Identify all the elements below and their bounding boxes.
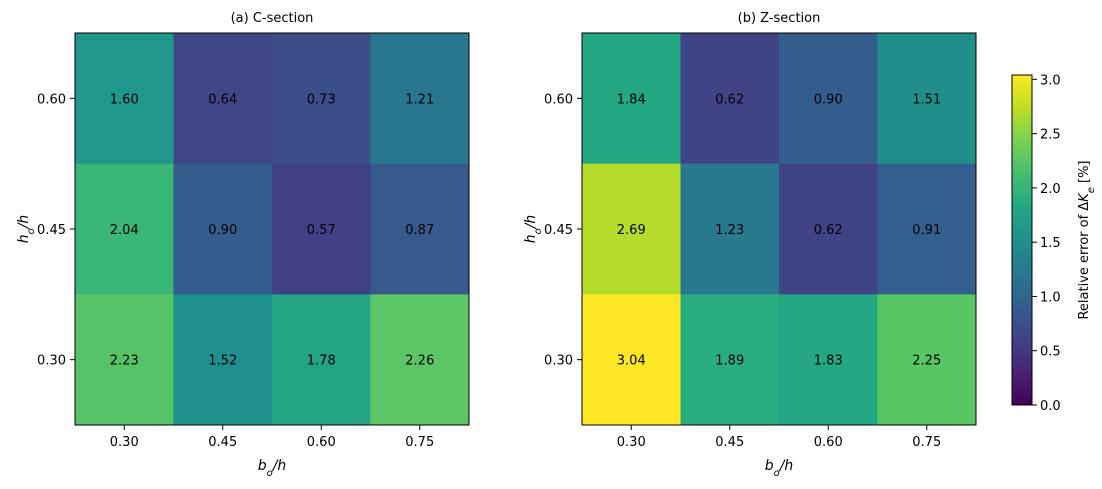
heatmap-cell (370, 163, 470, 295)
y-tick-label: 0.60 (37, 92, 66, 107)
x-tick-label: 0.30 (110, 435, 139, 450)
heatmap-cell (680, 33, 780, 165)
heatmap-cell (75, 33, 174, 165)
colorbar-tick-label: 1.5 (1040, 236, 1061, 251)
heatmap-cell (272, 163, 371, 295)
heatmap-cell (582, 294, 681, 426)
heatmap-cell (272, 33, 371, 165)
colorbar-gradient (1011, 74, 1033, 406)
cell-value-label: 0.57 (307, 223, 336, 238)
cell-value-label: 0.73 (307, 92, 336, 107)
heatmap-cell (877, 33, 977, 165)
panel-title: (a) C-section (231, 11, 314, 26)
cell-value-label: 1.52 (208, 354, 237, 369)
y-tick-label: 0.45 (544, 223, 573, 238)
panel-title: (b) Z-section (738, 11, 821, 26)
y-axis-label: ho/h (523, 215, 544, 244)
heatmap-cell (75, 294, 174, 426)
y-tick-label: 0.45 (37, 223, 66, 238)
heatmap-cell (877, 163, 977, 295)
cell-value-label: 1.89 (715, 354, 744, 369)
cell-value-label: 3.04 (617, 354, 646, 369)
y-tick-label: 0.30 (544, 354, 573, 369)
cell-value-label: 0.87 (405, 223, 434, 238)
cell-value-label: 0.62 (715, 92, 744, 107)
colorbar-tick-label: 3.0 (1040, 73, 1061, 88)
colorbar-tick-label: 0.0 (1040, 399, 1061, 414)
heatmap-cell (680, 294, 780, 426)
cell-value-label: 0.64 (208, 92, 237, 107)
colorbar-tick-label: 2.5 (1040, 128, 1061, 143)
cell-value-label: 2.23 (110, 354, 139, 369)
cell-value-label: 0.90 (208, 223, 237, 238)
cell-value-label: 1.23 (715, 223, 744, 238)
heatmap-cell (877, 294, 977, 426)
y-tick-label: 0.60 (544, 92, 573, 107)
cell-value-label: 2.26 (405, 354, 434, 369)
heatmap-cell (272, 294, 371, 426)
heatmap-cell (173, 294, 273, 426)
colorbar: 0.0 0.5 1.0 1.5 2.0 2.5 3.0 Relative error of Δ… (1011, 73, 1097, 414)
cell-value-label: 2.04 (110, 223, 139, 238)
x-tick-label: 0.30 (617, 435, 646, 450)
cell-value-label: 1.84 (617, 92, 646, 107)
cell-value-label: 1.83 (814, 354, 843, 369)
cell-value-label: 1.21 (405, 92, 434, 107)
cell-value-label: 1.60 (110, 92, 139, 107)
heatmap-cell (370, 294, 470, 426)
x-tick-label: 0.45 (715, 435, 744, 450)
cell-value-label: 1.78 (307, 354, 336, 369)
colorbar-label: Relative error of ΔKe [%] (1077, 160, 1097, 319)
panel-c-section: 1.60 0.64 0.73 1.21 2.04 0.90 0.57 0.87 2.23 1.52… (16, 11, 470, 479)
x-axis-label: bo/h (258, 458, 287, 479)
heatmap-cell (779, 294, 878, 426)
cell-value-label: 1.51 (912, 92, 941, 107)
cell-value-label: 0.90 (814, 92, 843, 107)
x-tick-label: 0.60 (814, 435, 843, 450)
heatmap-cell (582, 163, 681, 295)
y-axis-label: ho/h (16, 215, 37, 244)
panel-z-section: 1.84 0.62 0.90 1.51 2.69 1.23 0.62 0.91 3.04 1.89… (523, 11, 977, 479)
x-tick-label: 0.45 (208, 435, 237, 450)
x-tick-label: 0.75 (405, 435, 434, 450)
x-tick-label: 0.60 (307, 435, 336, 450)
x-axis-label: bo/h (765, 458, 794, 479)
y-tick-label: 0.30 (37, 354, 66, 369)
heatmap-cell (173, 33, 273, 165)
heatmap-cell (582, 33, 681, 165)
cell-value-label: 0.62 (814, 223, 843, 238)
cell-value-label: 2.69 (617, 223, 646, 238)
colorbar-tick-label: 2.0 (1040, 182, 1061, 197)
cell-value-label: 0.91 (912, 223, 941, 238)
heatmap-cell (779, 33, 878, 165)
heatmap-cell (370, 33, 470, 165)
heatmap-cell (75, 163, 174, 295)
heatmap-cell (779, 163, 878, 295)
colorbar-tick-label: 1.0 (1040, 290, 1061, 305)
cell-value-label: 2.25 (912, 354, 941, 369)
heatmap-cell (173, 163, 273, 295)
colorbar-tick-label: 0.5 (1040, 345, 1061, 360)
x-tick-label: 0.75 (912, 435, 941, 450)
heatmap-cell (680, 163, 780, 295)
